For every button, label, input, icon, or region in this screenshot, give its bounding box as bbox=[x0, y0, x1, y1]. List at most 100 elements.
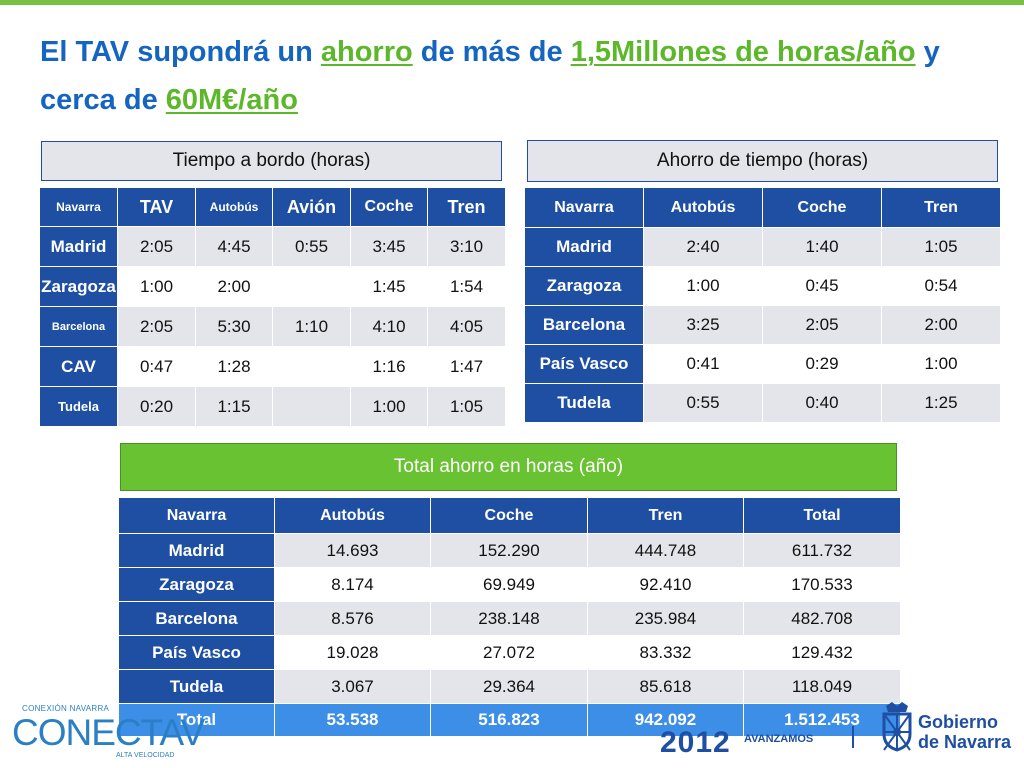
row-header: Tudela bbox=[118, 669, 275, 704]
table-cell: 3:25 bbox=[643, 305, 763, 345]
table-cell: 0:55 bbox=[272, 226, 351, 267]
table2-header-row: Navarra Autobús Coche Tren bbox=[524, 187, 1001, 228]
table-row: País Vasco 0:41 0:29 1:00 bbox=[524, 344, 1001, 384]
table-cell: 2:05 bbox=[762, 305, 882, 345]
gobierno-navarra-line1: Gobierno bbox=[918, 712, 998, 732]
table-cell: 29.364 bbox=[430, 669, 588, 704]
title-text-3: y cerca de bbox=[40, 36, 940, 116]
conectav-logo-tagline: CONEXIÓN NAVARRA bbox=[22, 704, 110, 713]
table3-header-total: Total bbox=[743, 497, 901, 534]
table-cell: 1:05 bbox=[427, 386, 506, 427]
table-cell: 0:20 bbox=[117, 386, 196, 427]
row-header: País Vasco bbox=[118, 635, 275, 670]
table3-caption: Total ahorro en horas (año) bbox=[120, 443, 897, 491]
table-cell: 0:47 bbox=[117, 346, 196, 387]
annual-total-saving-table: Navarra Autobús Coche Tren Total Madrid … bbox=[118, 497, 901, 737]
table-row: Zaragoza 1:00 2:00 1:45 1:54 bbox=[39, 266, 506, 307]
table2-header-tren: Tren bbox=[881, 187, 1001, 228]
conectav-logo: CONEXIÓN NAVARRA CONECTAV ALTA VELOCIDAD bbox=[12, 704, 205, 764]
gobierno-navarra-line2: de Navarra bbox=[918, 732, 1012, 752]
table-cell: 0:45 bbox=[762, 266, 882, 306]
table-cell: 0:41 bbox=[643, 344, 763, 384]
row-header: Tudela bbox=[39, 386, 118, 427]
table-cell: 0:40 bbox=[762, 383, 882, 423]
title-text-2: de más de bbox=[412, 36, 571, 68]
table-cell: 0:54 bbox=[881, 266, 1001, 306]
table3-header-tren: Tren bbox=[587, 497, 744, 534]
table-cell: 8.576 bbox=[274, 601, 431, 636]
title-highlight-horas: de horas/año bbox=[735, 36, 916, 68]
table-cell: 1:16 bbox=[350, 346, 428, 387]
table-cell: 1:00 bbox=[350, 386, 428, 427]
table3-header-autobus: Autobús bbox=[274, 497, 431, 534]
row-header: Tudela bbox=[524, 383, 644, 423]
conectav-logo-word: CONECTAV bbox=[12, 712, 205, 753]
table-row: Madrid 14.693 152.290 444.748 611.732 bbox=[118, 533, 901, 568]
table-row: Madrid 2:05 4:45 0:55 3:45 3:10 bbox=[39, 226, 506, 267]
table-cell: 4:10 bbox=[350, 306, 428, 347]
table-cell: 152.290 bbox=[430, 533, 588, 568]
navarra-coat-of-arms-icon bbox=[882, 702, 912, 752]
table-cell: 4:45 bbox=[195, 226, 273, 267]
table-cell: 2:05 bbox=[117, 306, 196, 347]
table-row: Tudela 0:20 1:15 1:00 1:05 bbox=[39, 386, 506, 427]
table2-header-autobus: Autobús bbox=[643, 187, 763, 228]
table1-header-row: Navarra TAV Autobús Avión Coche Tren bbox=[39, 187, 506, 227]
row-header: CAV bbox=[39, 346, 118, 387]
table-cell: 482.708 bbox=[743, 601, 901, 636]
total-cell: 516.823 bbox=[430, 703, 588, 737]
table-cell: 8.174 bbox=[274, 567, 431, 602]
row-header: Madrid bbox=[118, 533, 275, 568]
row-header: País Vasco bbox=[524, 344, 644, 384]
table-cell: 5:30 bbox=[195, 306, 273, 347]
table-total-row: Total 53.538 516.823 942.092 1.512.453 bbox=[118, 703, 901, 737]
avanzamos-logo-year: 2012 bbox=[660, 726, 731, 759]
row-header: Madrid bbox=[39, 226, 118, 267]
table-cell: 238.148 bbox=[430, 601, 588, 636]
table-cell: 1:00 bbox=[881, 344, 1001, 384]
table-cell: 1:25 bbox=[881, 383, 1001, 423]
table1-header-navarra: Navarra bbox=[39, 187, 118, 227]
table-cell: 3:10 bbox=[427, 226, 506, 267]
table-cell: 2:05 bbox=[117, 226, 196, 267]
table-cell: 1:00 bbox=[117, 266, 196, 307]
table-cell: 92.410 bbox=[587, 567, 744, 602]
table-cell: 444.748 bbox=[587, 533, 744, 568]
avanzamos-logo-text: AVANZAMOS bbox=[744, 733, 814, 745]
table2-header-coche: Coche bbox=[762, 187, 882, 228]
row-header: Zaragoza bbox=[524, 266, 644, 306]
table-cell: 1:45 bbox=[350, 266, 428, 307]
row-header: Barcelona bbox=[39, 306, 118, 347]
table-cell bbox=[272, 386, 351, 427]
table-row: Zaragoza 8.174 69.949 92.410 170.533 bbox=[118, 567, 901, 602]
table-cell: 129.432 bbox=[743, 635, 901, 670]
total-cell: 1.512.453 bbox=[743, 703, 901, 737]
total-row-header: Total bbox=[118, 703, 275, 737]
title-highlight-ahorro: ahorro bbox=[320, 36, 413, 68]
table1-header-avion: Avión bbox=[272, 187, 351, 227]
table-row: Madrid 2:40 1:40 1:05 bbox=[524, 227, 1001, 267]
row-header: Barcelona bbox=[524, 305, 644, 345]
row-header: Barcelona bbox=[118, 601, 275, 636]
table-row: Barcelona 2:05 5:30 1:10 4:10 4:05 bbox=[39, 306, 506, 347]
table-cell: 611.732 bbox=[743, 533, 901, 568]
table2-caption: Ahorro de tiempo (horas) bbox=[527, 140, 998, 182]
table3-header-row: Navarra Autobús Coche Tren Total bbox=[118, 497, 901, 534]
table-cell: 3:45 bbox=[350, 226, 428, 267]
table-cell: 2:00 bbox=[195, 266, 273, 307]
table-cell: 1:10 bbox=[272, 306, 351, 347]
table-cell: 83.332 bbox=[587, 635, 744, 670]
table-row: Tudela 0:55 0:40 1:25 bbox=[524, 383, 1001, 423]
avanzamos-logo: 2012 AVANZAMOS bbox=[660, 726, 813, 760]
table-cell: 1:00 bbox=[643, 266, 763, 306]
time-saving-table: Navarra Autobús Coche Tren Madrid 2:40 1… bbox=[524, 187, 1001, 423]
table-cell: 118.049 bbox=[743, 669, 901, 704]
total-cell: 53.538 bbox=[274, 703, 431, 737]
table-cell: 14.693 bbox=[274, 533, 431, 568]
table-row: Zaragoza 1:00 0:45 0:54 bbox=[524, 266, 1001, 306]
title-text-1: El TAV supondrá un bbox=[40, 36, 321, 68]
table-row: Barcelona 3:25 2:05 2:00 bbox=[524, 305, 1001, 345]
table-cell: 170.533 bbox=[743, 567, 901, 602]
table-cell: 85.618 bbox=[587, 669, 744, 704]
gobierno-navarra-logo: Gobierno de Navarra bbox=[880, 700, 1020, 760]
